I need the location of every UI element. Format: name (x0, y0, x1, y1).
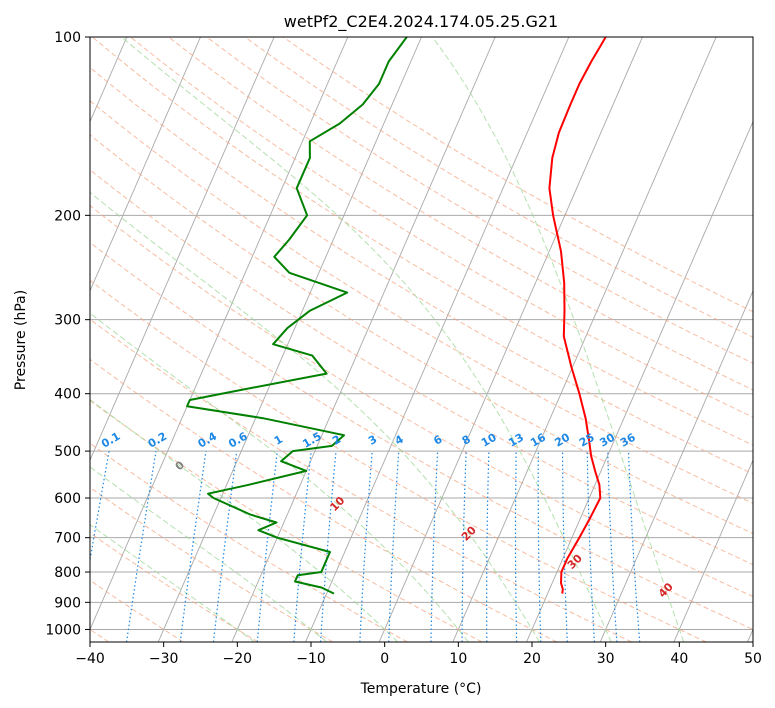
moist-adiabat-label: 0 (173, 458, 188, 473)
mixing-ratio-line (256, 451, 278, 642)
dry-adiabat-line (90, 358, 558, 642)
dewpoint-profile (186, 37, 408, 595)
plot-frame (89, 36, 754, 643)
y-tick-label: 700 (54, 531, 81, 547)
isotherm-line (90, 37, 275, 462)
mixing-ratio-line (586, 451, 595, 642)
mixing-ratio-label: 0.1 (99, 430, 122, 451)
mixing-ratio-line (562, 451, 568, 642)
isotherm-line (90, 37, 349, 631)
x-axis: −40 −30 −20 −10 0 10 20 30 40 50 (75, 642, 762, 667)
profile-layer (186, 37, 607, 595)
mixing-ratio-line (126, 451, 157, 642)
y-axis: 100 200 300 400 500 600 700 800 900 1000 (45, 30, 90, 638)
mixing-ratio-label: 8 (460, 433, 473, 448)
y-tick-label: 200 (54, 208, 81, 224)
mixing-ratio-line (212, 451, 238, 642)
y-tick-label: 100 (54, 30, 81, 46)
x-tick-label: −10 (296, 651, 326, 667)
mixing-ratio-label: 4 (393, 432, 406, 447)
moist-adiabat-label: 30 (565, 552, 585, 572)
y-tick-label: 800 (54, 565, 81, 581)
mixing-ratio-label: 20 (552, 431, 572, 450)
dry-adiabat-line (90, 134, 753, 535)
dry-adiabat-line (90, 66, 753, 475)
mixing-ratio-label: 13 (506, 431, 526, 450)
temperature-profile (548, 37, 607, 594)
grid-layer (90, 37, 753, 642)
dry-adiabat-line (90, 318, 632, 642)
dry-adiabat-line (90, 241, 753, 630)
moist-adiabat-line (90, 312, 469, 642)
moist-adiabat-label: 20 (459, 523, 479, 543)
dry-adiabat-line (91, 37, 753, 446)
dry-adiabat-line (90, 169, 753, 566)
y-tick-label: 400 (54, 387, 81, 403)
isotherm-line (526, 120, 753, 642)
x-tick-label: 50 (744, 651, 762, 667)
mixing-ratio-label: 25 (577, 431, 597, 450)
mixing-ratio-line (179, 451, 207, 642)
x-tick-label: 20 (523, 651, 541, 667)
mixing-ratio-label: 36 (618, 431, 638, 450)
mixing-ratio-label: 10 (479, 431, 499, 450)
isotherm-line (378, 37, 643, 642)
moist-adiabat-line (90, 191, 540, 642)
dry-adiabat-line (90, 279, 707, 642)
y-axis-label: Pressure (hPa) (13, 290, 29, 390)
mixing-ratio-line (293, 451, 312, 642)
mixing-ratio-line (359, 451, 373, 642)
moist-adiabat-label: 40 (656, 580, 676, 600)
adiabat-layer (90, 37, 753, 642)
x-tick-label: −40 (75, 651, 105, 667)
dry-adiabat-line (90, 100, 753, 504)
x-tick-label: 30 (597, 651, 615, 667)
x-tick-label: 0 (380, 651, 389, 667)
dry-adiabat-label: -10 (11, 426, 34, 450)
isotherm-line (231, 37, 496, 642)
y-tick-label: 1000 (45, 622, 81, 638)
isotherm-line (305, 37, 570, 642)
isotherm-line (747, 628, 753, 642)
x-tick-label: −30 (149, 651, 179, 667)
y-tick-label: 500 (54, 444, 81, 460)
dry-adiabat-line (90, 204, 753, 598)
dry-adiabat-line (130, 37, 753, 418)
isotherm-line (157, 37, 422, 642)
mixing-ratio-line (430, 451, 439, 642)
x-tick-label: −20 (223, 651, 253, 667)
isotherm-line (90, 37, 201, 293)
y-tick-label: 900 (54, 595, 81, 611)
mixing-ratio-label: 0.6 (226, 429, 250, 450)
y-tick-label: 600 (54, 491, 81, 507)
moist-adiabat-line (431, 37, 685, 642)
mixing-ratio-label: 16 (528, 431, 548, 450)
dry-adiabat-line (90, 486, 333, 642)
chart-title: wetPf2_C2E4.2024.174.05.25.G21 (284, 12, 558, 32)
moist-adiabat-line (90, 466, 327, 642)
y-tick-label: 300 (54, 313, 81, 329)
x-tick-label: 10 (449, 651, 467, 667)
isotherm-line (599, 289, 753, 642)
mixing-ratio-line (486, 451, 490, 642)
mixing-ratio-line (320, 451, 337, 642)
dry-adiabat-line (90, 442, 408, 642)
x-tick-label: 40 (670, 651, 688, 667)
dry-adiabat-line (168, 37, 753, 391)
mixing-ratio-label: 0.2 (146, 430, 169, 451)
x-axis-label: Temperature (°C) (360, 681, 482, 697)
mixing-ratio-line (90, 450, 110, 564)
dry-adiabat-line (90, 400, 483, 642)
mixing-ratio-line (627, 451, 641, 642)
moist-adiabat-line (90, 523, 255, 642)
isotherm-line (673, 459, 753, 642)
moist-adiabat-line (121, 37, 612, 642)
dry-adiabat-line (90, 579, 184, 642)
mixing-ratio-label: 30 (597, 431, 617, 450)
moist-adiabat-line (90, 398, 398, 642)
isotherm-line (452, 37, 717, 642)
mixing-ratio-label: 3 (366, 433, 379, 448)
dry-adiabat-line (90, 532, 259, 642)
